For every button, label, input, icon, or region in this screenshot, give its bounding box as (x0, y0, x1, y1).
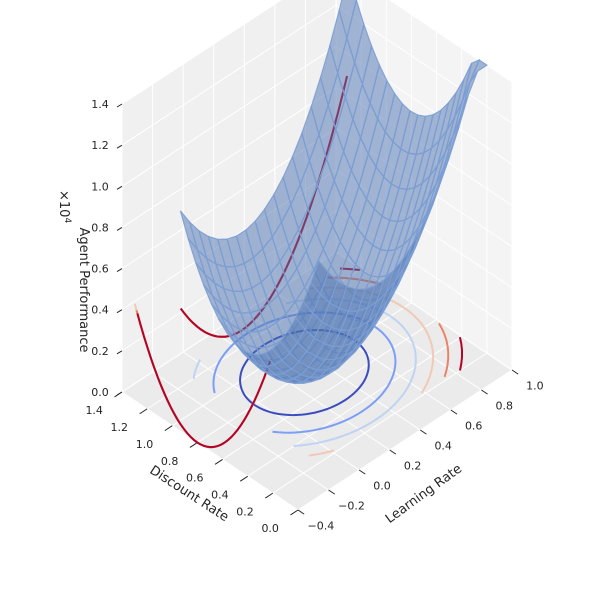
x-tick-mark (511, 369, 519, 375)
z-tick-mark (116, 391, 123, 396)
y-tick-mark (139, 408, 148, 415)
z-offset-exponent: 4 (62, 217, 72, 223)
gridline-y-floor (222, 319, 437, 460)
x-tick-label: 1.0 (526, 379, 544, 392)
y-tick-label: 1.4 (85, 404, 103, 417)
y-tick-mark (265, 492, 274, 499)
x-tick-mark (450, 409, 458, 415)
gridline-x-floor (182, 351, 360, 471)
y-tick-label: 0.8 (161, 455, 179, 468)
axis-ticks: −0.4−0.2 0.0 0.2 0.4 0.6 0.8 1.0 0.0 0.2 0.4 0.6 0.… (85, 98, 543, 535)
y-tick-label: 1.2 (111, 421, 129, 434)
z-tick-mark (116, 309, 123, 314)
y-tick-mark (189, 442, 198, 448)
y-tick-mark (214, 459, 223, 465)
z-tick-label: 0.8 (91, 221, 109, 234)
y-tick-label: 0.0 (261, 522, 279, 535)
z-tick-label: 1.4 (91, 98, 109, 111)
z-tick-label: 0.2 (91, 345, 109, 358)
x-tick-mark (389, 449, 397, 455)
z-tick-label: 1.0 (91, 180, 109, 193)
contour-wall-y (133, 303, 272, 449)
surface-facet (310, 259, 329, 296)
y-tick-label: 1.0 (136, 438, 154, 451)
back-pane-x (122, 0, 336, 392)
x-tick-mark (358, 469, 366, 475)
z-tick-mark (116, 185, 123, 190)
z-tick-label: 1.2 (91, 139, 109, 152)
z-tick-mark (116, 350, 123, 355)
z-tick-mark (116, 268, 123, 273)
y-tick-mark (290, 509, 299, 516)
z-tick-mark (116, 144, 123, 149)
gridline-x-floor (121, 391, 299, 511)
x-tick-mark (481, 389, 488, 395)
x-tick-label: 0.6 (465, 419, 483, 432)
contour-line-wall-y (136, 313, 272, 449)
x-tick-label: 0.2 (404, 459, 422, 472)
gridline-y-floor (297, 369, 513, 511)
x-axis-label: Learning Rate (383, 462, 465, 527)
z-tick-mark (116, 226, 123, 231)
x-tick-label: 0.8 (496, 399, 514, 412)
y-tick-label: 0.4 (211, 489, 229, 502)
z-tick-label: 0.6 (91, 263, 109, 276)
x-tick-mark (420, 429, 427, 435)
gridline-z-back-x (121, 45, 337, 187)
gridline-z-back-x (121, 87, 337, 228)
y-tick-mark (164, 425, 173, 432)
z-offset-base: ×10 (56, 190, 71, 217)
gridline-x-floor (152, 371, 329, 491)
x-tick-label: −0.2 (338, 499, 365, 512)
x-tick-label: −0.4 (308, 519, 335, 532)
x-tick-mark (328, 489, 336, 495)
y-tick-label: 0.2 (236, 505, 254, 518)
gridline-z-back-x (121, 0, 282, 105)
gridline-z-back-x (121, 4, 337, 146)
x-tick-mark (297, 509, 305, 515)
gridline-y-floor (272, 352, 488, 494)
gridline-y-floor (247, 335, 462, 477)
y-tick-mark (239, 475, 248, 482)
y-tick-label: 0.6 (186, 472, 204, 485)
z-tick-label: 0.4 (91, 304, 109, 317)
x-tick-label: 0.4 (434, 439, 452, 452)
gridline-z-back-y (335, 4, 513, 124)
z-axis-label: Agent Performance (76, 228, 91, 353)
z-tick-mark (116, 103, 123, 108)
surface (179, 0, 488, 384)
z-offset-label: ×104 (56, 190, 72, 223)
x-tick-label: 0.0 (373, 479, 391, 492)
z-tick-label: 0.0 (91, 386, 109, 399)
